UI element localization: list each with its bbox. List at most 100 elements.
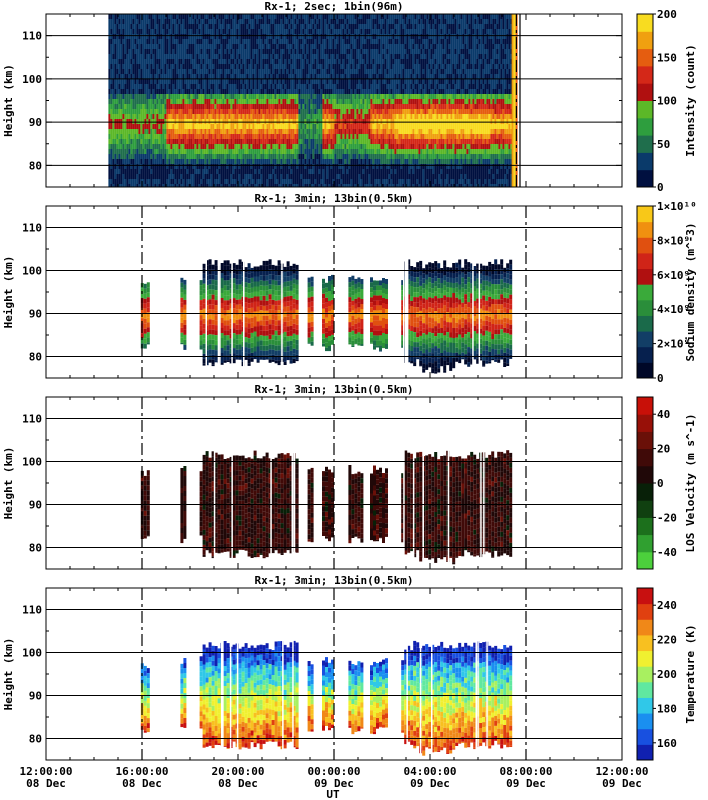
- colorbar-tick-label: 100: [657, 95, 677, 108]
- colorbar-swatch: [637, 697, 653, 714]
- y-tick-label: 110: [22, 413, 42, 426]
- x-tick-date-label: 09 Dec: [410, 777, 450, 790]
- x-tick-date-label: 08 Dec: [26, 777, 66, 790]
- colorbar-swatch: [637, 681, 653, 698]
- data-gap: [406, 206, 409, 378]
- data-gap: [478, 206, 481, 378]
- colorbar-tick-label: 1×10¹⁰: [657, 200, 697, 213]
- y-tick-label: 80: [29, 159, 42, 172]
- data-field: [108, 14, 518, 187]
- colorbar-tick-label: 150: [657, 51, 677, 64]
- colorbar-tick-label: 0: [657, 372, 664, 385]
- panel-3: Rx-1; 3min; 13bin(0.5km) 80 90 100 110 Height…: [2, 383, 697, 570]
- colorbar-tick-label: -40: [657, 546, 677, 559]
- colorbar-swatch: [637, 169, 653, 188]
- colorbar-tick-label: 220: [657, 634, 677, 647]
- colorbar-swatch: [637, 117, 653, 136]
- y-tick-label: 90: [29, 499, 42, 512]
- data-gap: [419, 588, 422, 760]
- colorbar-swatch: [637, 431, 653, 450]
- x-tick-time-label: 12:00:00: [20, 765, 73, 778]
- data-gap: [406, 588, 408, 760]
- colorbar: -40 -20 0 20 40 LOS Velocity (m s^-1): [636, 396, 697, 570]
- colorbar-swatch: [637, 83, 653, 101]
- data-gap: [236, 588, 239, 760]
- colorbar-swatch: [637, 713, 653, 730]
- y-axis-label: Height (km): [2, 64, 15, 137]
- data-gap: [403, 397, 405, 569]
- colorbar-swatch: [637, 634, 653, 652]
- data-gap: [231, 206, 233, 378]
- colorbar-tick-label: 40: [657, 408, 670, 421]
- colorbar-swatch: [637, 603, 653, 620]
- y-axis-label: Height (km): [2, 256, 15, 329]
- x-tick-date-label: 09 Dec: [506, 777, 546, 790]
- y-tick-label: 100: [22, 647, 42, 660]
- y-tick-label: 100: [22, 73, 42, 86]
- colorbar-swatch: [637, 65, 653, 84]
- panel-title: Rx-1; 3min; 13bin(0.5km): [255, 383, 414, 396]
- panel-1: Rx-1; 2sec; 1bin(96m) 80 90 100 110 Height (k…: [2, 0, 697, 194]
- data-gap: [431, 588, 433, 760]
- colorbar-swatch: [637, 237, 653, 254]
- colorbar-tick-label: 20: [657, 443, 670, 456]
- data-gap: [405, 206, 408, 378]
- data-gap: [447, 397, 450, 569]
- data-gap: [291, 397, 293, 569]
- colorbar-swatch: [637, 221, 653, 238]
- colorbar-swatch: [637, 619, 653, 636]
- colorbar-swatch: [637, 744, 653, 761]
- data-gap: [293, 397, 296, 569]
- colorbar-swatch: [637, 100, 653, 119]
- y-tick-label: 110: [22, 604, 42, 617]
- y-tick-label: 90: [29, 308, 42, 321]
- colorbar-swatch: [637, 31, 653, 50]
- colorbar-swatch: [637, 315, 653, 332]
- colorbar: 0 50 100 150 200 Intensity (count): [636, 8, 697, 194]
- x-tick-date-label: 08 Dec: [218, 777, 258, 790]
- colorbar-tick-label: 160: [657, 737, 677, 750]
- colorbar-tick-label: 8×10⁹: [657, 234, 690, 247]
- y-tick-label: 110: [22, 222, 42, 235]
- data-gap: [205, 206, 207, 378]
- colorbar-label: Intensity (count): [684, 44, 697, 157]
- colorbar-swatch: [637, 362, 653, 379]
- x-tick-date-label: 09 Dec: [314, 777, 354, 790]
- data-gap: [292, 588, 294, 760]
- x-tick-time-label: 16:00:00: [116, 765, 169, 778]
- colorbar-tick-label: 0: [657, 477, 664, 490]
- colorbar-tick-label: 4×10⁹: [657, 303, 690, 316]
- data-gap: [231, 397, 233, 569]
- colorbar-swatch: [637, 252, 653, 270]
- y-tick-label: 110: [22, 30, 42, 43]
- colorbar-swatch: [637, 650, 653, 667]
- colorbar-swatch: [637, 331, 653, 348]
- panel-title: Rx-1; 3min; 13bin(0.5km): [255, 192, 414, 205]
- data-gap: [422, 397, 424, 569]
- colorbar-swatch: [637, 206, 653, 223]
- colorbar-swatch: [637, 483, 653, 501]
- data-gap: [486, 588, 488, 760]
- colorbar-swatch: [637, 346, 653, 363]
- data-gap: [217, 206, 220, 378]
- edge-band: [513, 14, 516, 187]
- edge-band: [511, 14, 514, 187]
- x-tick-time-label: 08:00:00: [500, 765, 553, 778]
- y-axis-label: Height (km): [2, 638, 15, 711]
- data-gap: [243, 206, 245, 378]
- data-gap: [229, 588, 232, 760]
- y-tick-label: 100: [22, 265, 42, 278]
- colorbar-label: Temperature (K): [684, 624, 697, 723]
- data-gap: [403, 206, 405, 378]
- x-tick-time-label: 04:00:00: [404, 765, 457, 778]
- data-gap: [221, 588, 223, 760]
- data-gap: [475, 588, 477, 760]
- data-gap: [483, 397, 485, 569]
- colorbar-swatch: [637, 448, 653, 467]
- y-tick-label: 100: [22, 456, 42, 469]
- data-gap: [213, 397, 216, 569]
- data-gap: [282, 588, 284, 760]
- colorbar-label: Sodium density (m^-3): [684, 222, 697, 361]
- colorbar-tick-label: 200: [657, 8, 677, 21]
